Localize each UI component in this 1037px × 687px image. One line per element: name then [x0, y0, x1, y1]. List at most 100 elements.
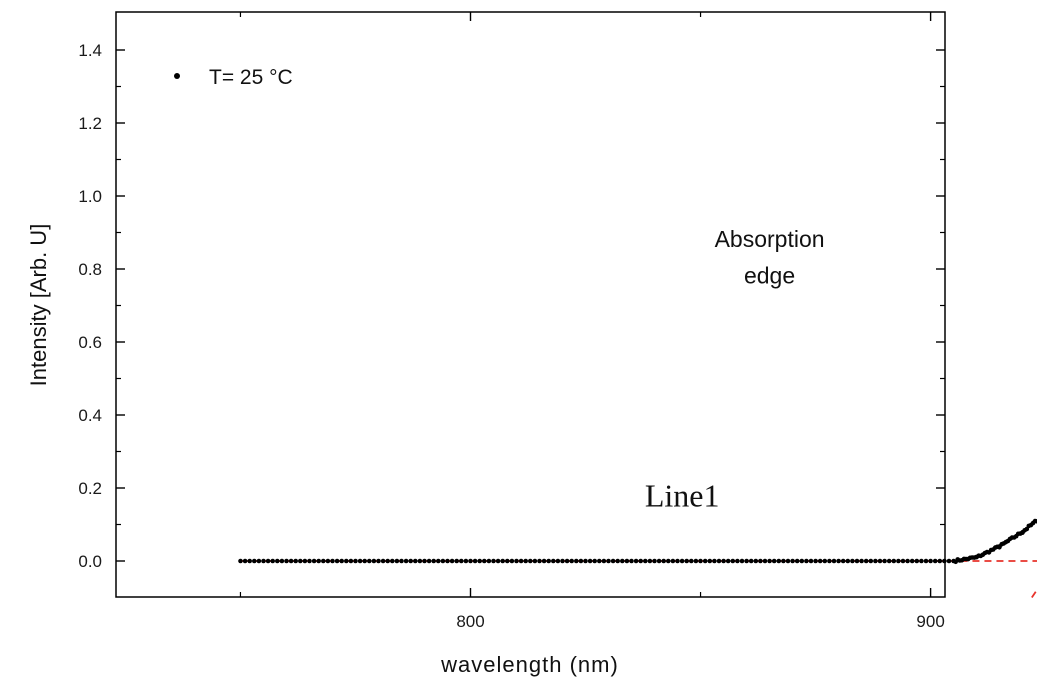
data-point — [684, 558, 689, 564]
data-point — [279, 558, 285, 564]
data-point — [408, 558, 414, 564]
annotation-absorption_line2: edge — [744, 263, 795, 289]
data-point — [656, 558, 662, 564]
data-point — [330, 558, 335, 564]
data-point — [928, 558, 933, 564]
data-point — [937, 558, 943, 564]
data-point — [491, 558, 496, 564]
data-point — [505, 558, 510, 564]
data-point — [822, 558, 828, 564]
data-point — [919, 558, 924, 564]
y-tick-label: 0.4 — [78, 406, 102, 425]
data-point — [624, 558, 630, 564]
data-point — [615, 558, 620, 564]
data-point — [781, 558, 786, 564]
data-point — [574, 558, 579, 564]
data-point — [390, 558, 395, 564]
y-tick-label: 1.0 — [78, 187, 102, 206]
data-point — [348, 558, 354, 564]
data-point — [344, 558, 349, 564]
data-point — [316, 558, 322, 564]
data-point — [863, 558, 869, 564]
x-axis-title: wavelength (nm) — [440, 652, 619, 677]
data-point — [532, 558, 538, 564]
data-point — [689, 558, 694, 564]
data-point — [817, 558, 823, 564]
x-tick-label: 800 — [456, 612, 484, 631]
annotation-line1: Line1 — [645, 477, 720, 513]
data-point — [804, 558, 809, 564]
data-point — [385, 558, 391, 564]
data-point — [758, 558, 763, 564]
data-point — [578, 558, 584, 564]
data-point — [298, 558, 303, 564]
data-point — [546, 558, 551, 564]
data-point — [459, 558, 464, 564]
data-point — [357, 558, 363, 564]
plot-frame — [115, 11, 946, 598]
data-point — [638, 558, 643, 564]
data-point — [836, 558, 841, 564]
data-point — [500, 558, 506, 564]
data-point — [840, 558, 846, 564]
data-point — [739, 558, 745, 564]
data-point — [712, 558, 717, 564]
data-point — [679, 558, 685, 564]
data-point — [445, 558, 450, 564]
data-point — [454, 558, 460, 564]
y-tick-label: 1.4 — [78, 41, 102, 60]
data-point — [472, 558, 478, 564]
data-point — [744, 558, 749, 564]
data-point — [799, 558, 805, 564]
data-point — [247, 558, 252, 564]
axis-ticks — [116, 12, 945, 597]
data-point — [790, 558, 795, 564]
data-point — [468, 558, 473, 564]
data-point — [896, 558, 901, 564]
data-point — [583, 558, 588, 564]
data-point — [431, 558, 437, 564]
y-tick-label: 0.6 — [78, 333, 102, 352]
data-point — [909, 558, 915, 564]
data-point — [601, 558, 607, 564]
data-point — [661, 558, 666, 564]
data-point — [482, 558, 487, 564]
data-point — [831, 558, 837, 564]
data-point — [808, 558, 814, 564]
data-point — [900, 558, 906, 564]
data-point — [440, 558, 446, 564]
data-point — [914, 558, 920, 564]
data-point — [597, 558, 602, 564]
data-point — [923, 558, 929, 564]
data-point — [265, 558, 271, 564]
data-point — [629, 558, 634, 564]
y-axis-title: Intensity [Arb. U] — [26, 224, 51, 387]
data-point — [509, 558, 515, 564]
y-tick-label: 1.2 — [78, 114, 102, 133]
data-point — [942, 558, 947, 564]
data-point — [735, 558, 740, 564]
data-point — [555, 558, 561, 564]
data-point — [606, 558, 611, 564]
data-point — [394, 558, 400, 564]
data-point — [592, 558, 597, 564]
data-point — [422, 558, 427, 564]
data-point — [270, 558, 276, 564]
data-points — [238, 518, 1037, 565]
data-point — [693, 558, 699, 564]
legend-marker — [174, 73, 180, 79]
annotation-absorption_line1: Absorption — [715, 226, 825, 252]
data-point — [748, 558, 754, 564]
data-point — [362, 558, 368, 564]
data-point — [652, 558, 657, 564]
data-point — [486, 558, 492, 564]
data-point — [275, 558, 280, 564]
data-point — [753, 558, 759, 564]
data-point — [794, 558, 800, 564]
data-point — [417, 558, 423, 564]
data-point — [436, 558, 441, 564]
data-point — [854, 558, 860, 564]
reference-line-line2 — [1031, 588, 1037, 599]
data-point — [698, 558, 703, 564]
